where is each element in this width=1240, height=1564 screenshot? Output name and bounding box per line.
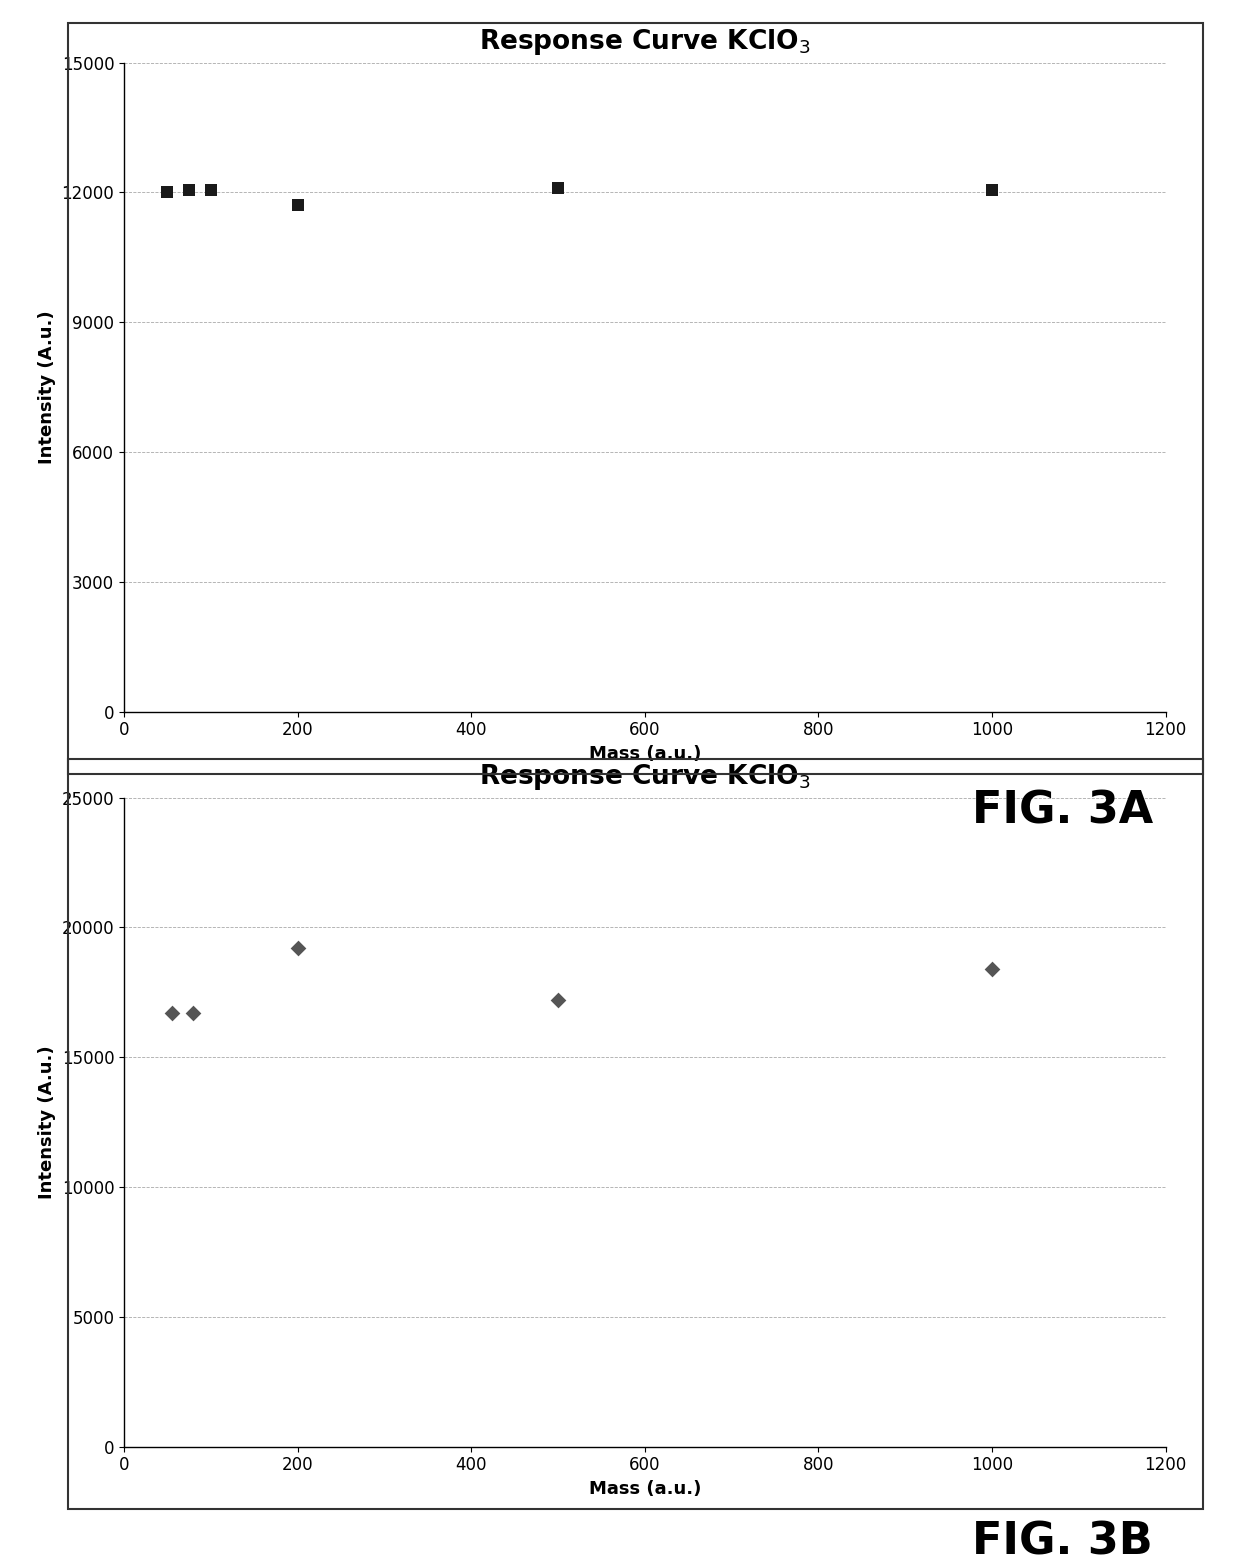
Title: Response Curve KClO$_{3}$: Response Curve KClO$_{3}$ xyxy=(479,27,811,56)
Point xyxy=(201,178,221,203)
Point xyxy=(179,178,198,203)
Y-axis label: Intensity (A.u.): Intensity (A.u.) xyxy=(38,1045,56,1200)
Point xyxy=(288,935,308,960)
Point xyxy=(982,957,1002,982)
Title: Response Curve KClO$_{3}$: Response Curve KClO$_{3}$ xyxy=(479,762,811,791)
X-axis label: Mass (a.u.): Mass (a.u.) xyxy=(589,744,701,763)
Text: FIG. 3A: FIG. 3A xyxy=(972,790,1153,832)
Y-axis label: Intensity (A.u.): Intensity (A.u.) xyxy=(38,310,56,465)
Text: FIG. 3B: FIG. 3B xyxy=(972,1520,1153,1562)
Point xyxy=(288,192,308,217)
Point xyxy=(161,1001,182,1026)
Point xyxy=(157,180,177,205)
Point xyxy=(184,1001,203,1026)
Point xyxy=(982,178,1002,203)
X-axis label: Mass (a.u.): Mass (a.u.) xyxy=(589,1480,701,1498)
Point xyxy=(548,987,568,1012)
Point xyxy=(548,175,568,200)
